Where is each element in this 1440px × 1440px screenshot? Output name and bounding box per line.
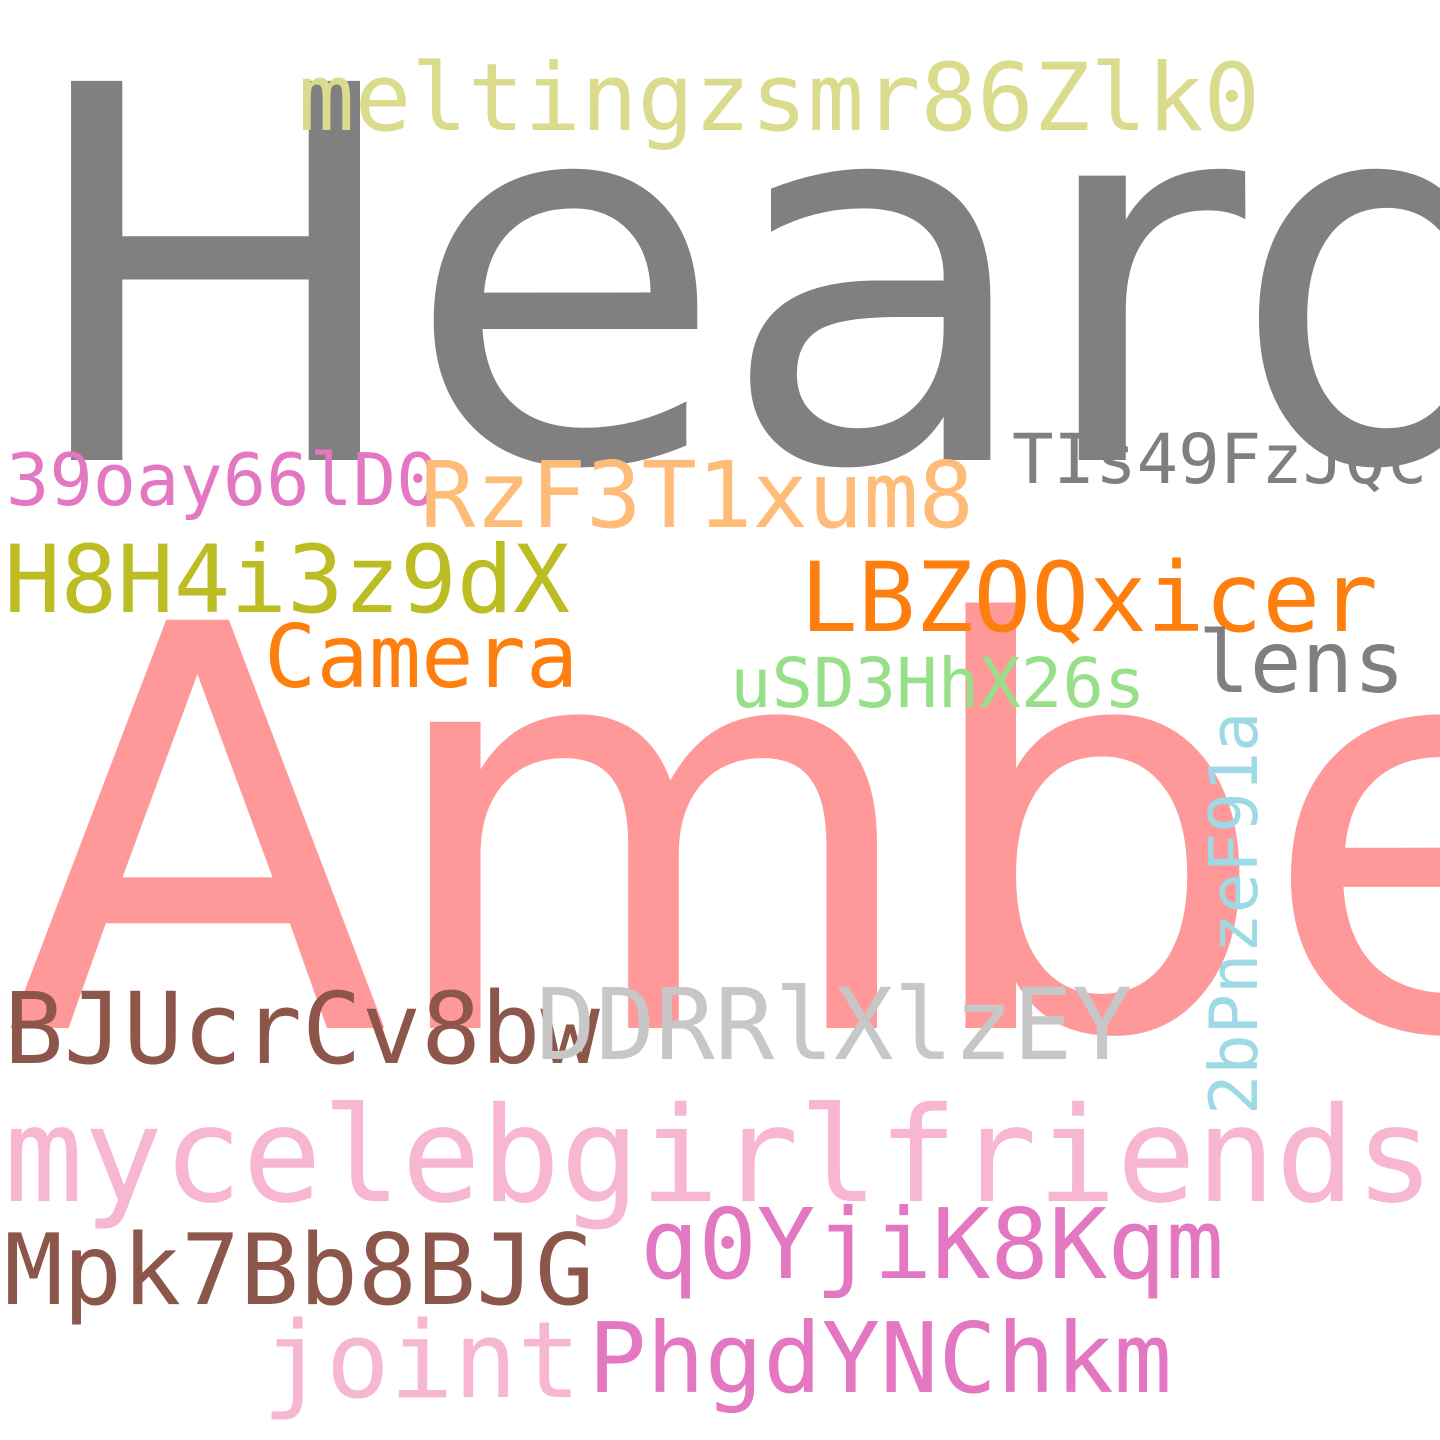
word-ddrrlxlzey: DDRRlXlzEY [536, 968, 1133, 1083]
word-q0yjik8kqm: q0YjiK8Kqm [640, 1188, 1224, 1301]
word-lbzoqxicer: LBZOQxicer [800, 542, 1378, 654]
word-amber: Amber [6, 509, 1440, 1161]
word-mycelebgirlfriends: mycelebgirlfriends [4, 1079, 1435, 1233]
word-rzf3t1xum8: RzF3T1xum8 [420, 442, 974, 549]
word-2bpnzef91a: 2bPnzeF91a [1195, 711, 1273, 1115]
word-phgdynchkm: PhgdYNChkm [588, 1302, 1172, 1415]
word-meltingzsmr86zlk0: meltingzsmr86Zlk0 [298, 44, 1261, 153]
word-bjucrcv8bw: BJUcrCv8bw [4, 972, 601, 1087]
word-heard: Heard [20, 0, 1440, 583]
word-camera: Camera [264, 606, 579, 708]
word-lens: lens [1198, 613, 1406, 713]
word-usd3hhx26s: uSD3HhX26s [730, 644, 1146, 724]
word-tis49fzjqc: TIs49FzJQc [1012, 420, 1428, 500]
word-39oay66ld0: 39oay66lD0 [6, 438, 440, 522]
word-h8h4i3z9dx: H8H4i3z9dX [4, 526, 570, 635]
word-mpk7bb8bjg: Mpk7Bb8BJG [4, 1214, 595, 1328]
word-joint: joint [262, 1299, 582, 1422]
